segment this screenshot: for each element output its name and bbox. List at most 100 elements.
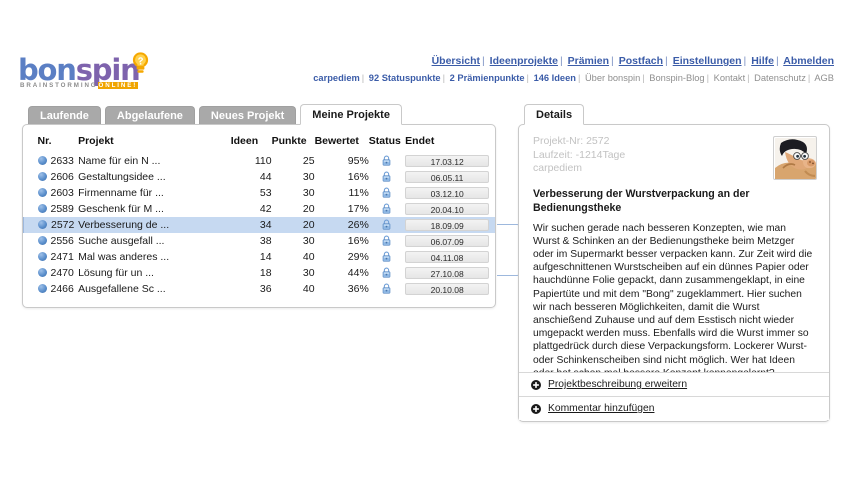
cell-punkte: 40 [302,251,315,263]
cell-status [369,233,405,249]
cell-projekt: Verbesserung de ... [78,217,231,233]
lightbulb-icon [132,52,149,73]
table-row[interactable]: 2470 Lösung für un ... 18 30 44% 27.10.08 [24,265,496,281]
nav-link-uebersicht[interactable]: Übersicht [431,55,481,67]
lock-icon [383,267,391,278]
table-row[interactable]: 2603 Firmenname für ... 53 30 11% 03.12.10 [24,185,496,201]
tab-laufende[interactable]: Laufende [28,106,101,125]
table-row[interactable]: 2471 Mal was anderes ... 14 40 29% 04.11.08 [24,249,496,265]
subnav-sep: | [526,73,529,83]
logo-wordmark: bonspin [18,55,178,85]
cell-nr: 2466 [24,281,79,297]
cell-nr-value: 2556 [50,235,74,247]
cell-projekt: Firmenname für ... [78,187,164,199]
details-tabbar: Details [524,104,588,125]
cell-ideen: 18 [259,267,272,279]
end-date-chip: 27.10.08 [405,266,490,279]
table-row[interactable]: 2572 Verbesserung de ... 34 20 26% 18.09.09 [23,217,495,233]
status-bullet-icon [37,252,47,261]
cell-punkte: 30 [302,235,315,247]
subnav-link-blog[interactable]: Bonspin-Blog [649,73,705,83]
status-bullet-icon [37,156,47,165]
subnav-status-points: 92 Statuspunkte [368,73,441,83]
accordion-label-2: Kommentar hinzufügen [548,403,655,414]
cell-status [369,249,405,265]
cell-nr-value: 2606 [50,171,74,183]
accordion-projektbeschreibung-erweitern[interactable]: Projektbeschreibung erweitern [519,372,829,396]
table-row[interactable]: 2633 Name für ein N ... 110 25 95% 17.03.12 [24,153,496,169]
cell-nr-value: 2572 [51,219,75,231]
nav-link-abmelden[interactable]: Abmelden [783,55,834,67]
status-bullet-icon [37,188,47,197]
subnav-sep: | [642,73,645,83]
end-date-chip: 20.10.08 [405,282,490,295]
tab-details[interactable]: Details [524,104,585,125]
end-date-chip: 03.12.10 [405,186,490,199]
subnav-username: carpediem [313,73,360,83]
plus-circle-icon [531,403,541,414]
cell-endet: 20.10.08 [405,281,495,297]
tab-neues-projekt[interactable]: Neues Projekt [198,106,297,125]
subnav-link-datenschutz[interactable]: Datenschutz [754,73,806,83]
subnav-sep: | [577,73,581,83]
cell-nr: 2556 [24,233,79,249]
cell-ideen: 34 [230,217,272,233]
cell-nr: 2471 [24,249,79,265]
lock-icon [383,155,391,166]
cell-nr-value: 2466 [50,283,74,295]
end-date-chip: 04.11.08 [405,250,490,263]
nav-link-praemien[interactable]: Prämien [567,55,610,67]
end-date-chip: 20.04.10 [405,202,490,215]
cell-nr: 2470 [24,265,79,281]
cell-status [369,265,405,281]
subnav-sep: | [706,73,710,83]
subnav-link-ueber-bonspin[interactable]: Über bonspin [584,73,641,83]
bonspin-logo[interactable]: bonspin BRAINSTORMINGONLINE! [18,52,178,97]
table-row[interactable]: 2606 Gestaltungsidee ... 44 30 16% 06.05.11 [24,169,496,185]
status-bullet-icon [38,220,47,229]
cell-nr: 2603 [24,185,79,201]
plus-circle-icon [531,379,541,390]
cell-status [369,185,405,201]
cell-projekt: Geschenk für M ... [78,203,164,215]
cell-endet: 06.07.09 [405,233,495,249]
avatar [773,136,817,180]
end-date-chip: 18.09.09 [405,218,490,231]
projects-table-head: Nr. Projekt Ideen Punkte Bewertet Status… [24,125,496,153]
subnav-link-agb[interactable]: AGB [814,73,834,83]
col-header-bewertet: Bewertet [314,135,359,147]
accordion-kommentar-hinzufuegen[interactable]: Kommentar hinzufügen [519,396,829,420]
cell-nr-value: 2471 [50,251,74,263]
lock-icon [383,251,391,262]
col-header-nr: Nr. [37,135,52,147]
top-navigation: Übersicht | Ideenprojekte | Prämien | Postf… [432,55,834,67]
nav-link-einstellungen[interactable]: Einstellungen [672,55,742,67]
table-row[interactable]: 2556 Suche ausgefall ... 38 30 16% 06.07.09 [24,233,496,249]
cell-ideen: 53 [259,187,272,199]
nav-link-hilfe[interactable]: Hilfe [751,55,774,67]
nav-link-postfach[interactable]: Postfach [618,55,664,67]
cell-ideen: 110 [254,155,272,167]
subnav-sep: | [442,73,446,83]
table-row[interactable]: 2589 Geschenk für M ... 42 20 17% 20.04.10 [24,201,496,217]
cell-endet: 20.04.10 [405,201,495,217]
col-header-endet: Endet [405,135,435,147]
end-date-chip: 17.03.12 [405,154,490,167]
nav-sep: | [559,55,563,67]
cell-punkte: 30 [302,187,315,199]
subnav-link-kontakt[interactable]: Kontakt [713,73,746,83]
details-body: Projekt-Nr: 2572 Laufzeit: -1214Tage car… [519,125,829,404]
user-avatar-cartoon-icon [775,138,816,179]
tab-abgelaufene[interactable]: Abgelaufene [104,106,195,125]
cell-projekt: Name für ein N ... [78,155,161,167]
table-row[interactable]: 2466 Ausgefallene Sc ... 36 40 36% 20.10.08 [24,281,496,297]
tab-meine-projekte[interactable]: Meine Projekte [300,104,402,125]
end-date-chip: 06.05.11 [405,170,490,183]
cell-nr-value: 2470 [50,267,74,279]
cell-ideen: 42 [259,203,272,215]
projects-table-body: 2633 Name für ein N ... 110 25 95% 17.03.12 26… [23,153,496,297]
nav-link-ideenprojekte[interactable]: Ideenprojekte [489,55,558,67]
details-title: Verbesserung der Wurstverpackung an der … [533,187,750,214]
accordion-label-1: Projektbeschreibung erweitern [548,379,688,390]
cell-nr-value: 2603 [50,187,74,199]
